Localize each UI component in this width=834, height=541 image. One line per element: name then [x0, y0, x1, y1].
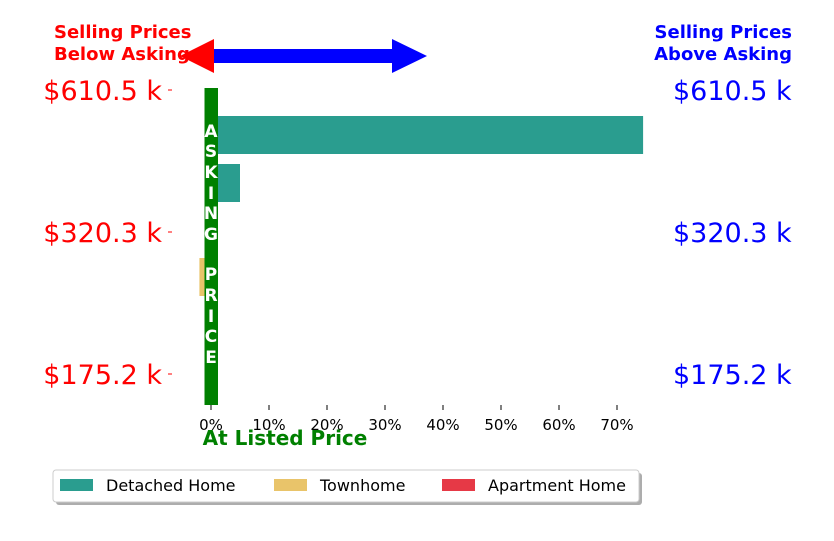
asking-label-letter: N [204, 204, 218, 224]
asking-label-letter: I [208, 184, 214, 204]
left-price-label: $175.2 k [43, 360, 162, 391]
asking-label-letter: P [205, 265, 217, 285]
legend-swatch [274, 479, 307, 491]
x-tick-label: 40% [426, 416, 459, 434]
x-tick-label: 60% [542, 416, 575, 434]
double-arrow [180, 39, 427, 73]
left-price-label: $320.3 k [43, 218, 162, 249]
left-header-line-1: Selling Prices [54, 22, 191, 43]
right-header-line-1: Selling Prices [655, 22, 792, 43]
x-tick-label: 30% [368, 416, 401, 434]
price-axis-labels: $610.5 k $610.5 k $320.3 k $320.3 k $175.2 k… [43, 76, 792, 391]
arrow-head-left [180, 39, 214, 73]
x-tick-label: 50% [484, 416, 517, 434]
asking-label-letter: C [205, 327, 217, 347]
right-price-label: $320.3 k [673, 218, 792, 249]
asking-label-letter: K [204, 163, 218, 183]
legend: Detached Home Townhome Apartment Home [52, 469, 642, 505]
bars [199, 116, 644, 296]
asking-label-letter: G [204, 225, 218, 245]
x-tick-label: 0% [199, 416, 223, 434]
arrow-head-right [392, 39, 427, 73]
right-header-line-2: Above Asking [654, 44, 792, 65]
x-tick-label: 20% [310, 416, 343, 434]
asking-price-bar [204, 88, 218, 405]
asking-label-letter: R [204, 286, 217, 306]
asking-label-letter: S [205, 142, 217, 162]
legend-entry-label: Townhome [319, 476, 405, 495]
arrow-shaft [213, 49, 395, 63]
left-price-label: $610.5 k [43, 76, 162, 107]
asking-label-letter: I [208, 307, 214, 327]
legend-swatch [60, 479, 93, 491]
left-header-line-2: Below Asking [54, 44, 190, 65]
x-tick-label: 10% [252, 416, 285, 434]
right-price-label: $610.5 k [673, 76, 792, 107]
legend-entry-label: Apartment Home [488, 476, 626, 495]
x-tick-label: 70% [600, 416, 633, 434]
legend-entry-label: Detached Home [106, 476, 236, 495]
asking-label-letter: A [204, 122, 218, 142]
bar-detached-home-0 [211, 116, 644, 154]
legend-box [52, 469, 640, 503]
legend-swatch [442, 479, 475, 491]
right-price-label: $175.2 k [673, 360, 792, 391]
x-axis-label: At Listed Price [203, 426, 368, 450]
asking-label-letter: E [205, 348, 217, 368]
x-axis: 0% 10% 20% 30% 40% 50% 60% 70% At Listed Price [199, 405, 634, 450]
